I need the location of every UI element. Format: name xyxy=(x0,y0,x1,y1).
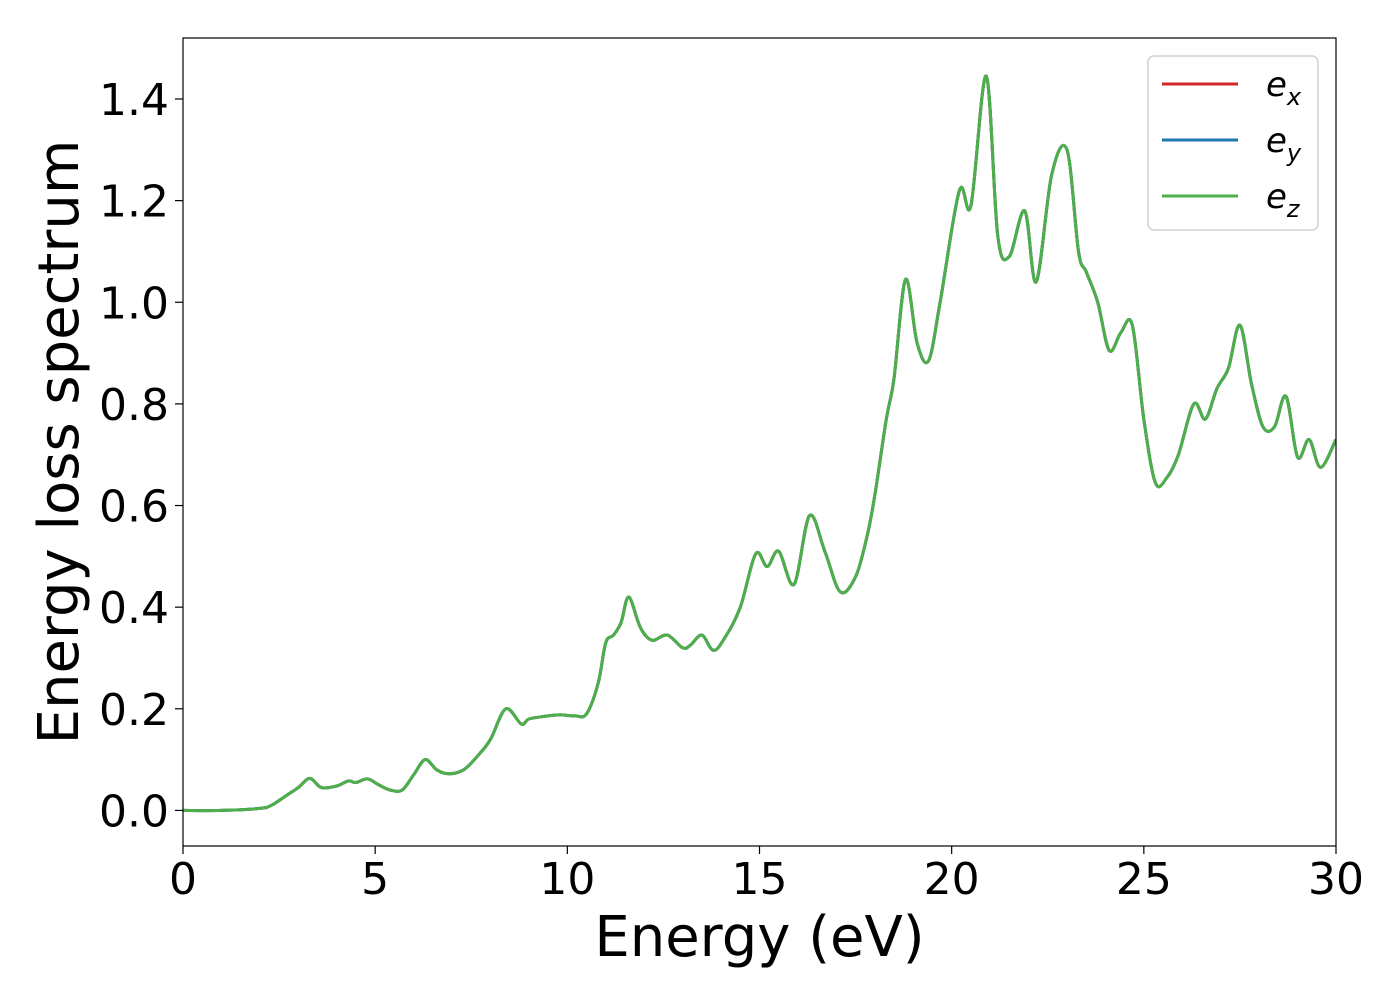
y-tick-label: 0.0 xyxy=(99,786,169,837)
x-tick-label: 30 xyxy=(1308,854,1364,905)
y-tick-label: 0.2 xyxy=(99,685,169,736)
x-tick-label: 0 xyxy=(169,854,197,905)
series-line-ez xyxy=(183,74,1336,813)
y-axis-label: Energy loss spectrum xyxy=(27,140,92,745)
x-tick-label: 10 xyxy=(539,854,595,905)
x-tick-label: 25 xyxy=(1116,854,1172,905)
legend-box xyxy=(1147,55,1319,231)
x-axis-label: Energy (eV) xyxy=(594,905,924,970)
y-tick-label: 1.0 xyxy=(99,278,169,329)
y-tick-label: 0.4 xyxy=(99,583,169,634)
legend-entry: ex xyxy=(1266,65,1302,111)
legend-entry: ey xyxy=(1266,121,1302,167)
y-tick-label: 1.2 xyxy=(99,177,169,228)
x-tick-label: 5 xyxy=(361,854,389,905)
legend: ex ey ez xyxy=(1147,55,1319,231)
x-tick-label: 20 xyxy=(924,854,980,905)
y-tick-label: 0.8 xyxy=(99,380,169,431)
series-layer xyxy=(183,74,1336,813)
y-axis: 0.0 0.2 0.4 0.6 0.8 1.0 1.2 1.4 xyxy=(99,75,183,837)
y-tick-label: 0.6 xyxy=(99,482,169,533)
legend-entry: ez xyxy=(1266,177,1301,223)
y-tick-label: 1.4 xyxy=(99,75,169,126)
x-tick-label: 15 xyxy=(732,854,788,905)
x-axis: 0 5 10 15 20 25 30 xyxy=(169,846,1364,905)
